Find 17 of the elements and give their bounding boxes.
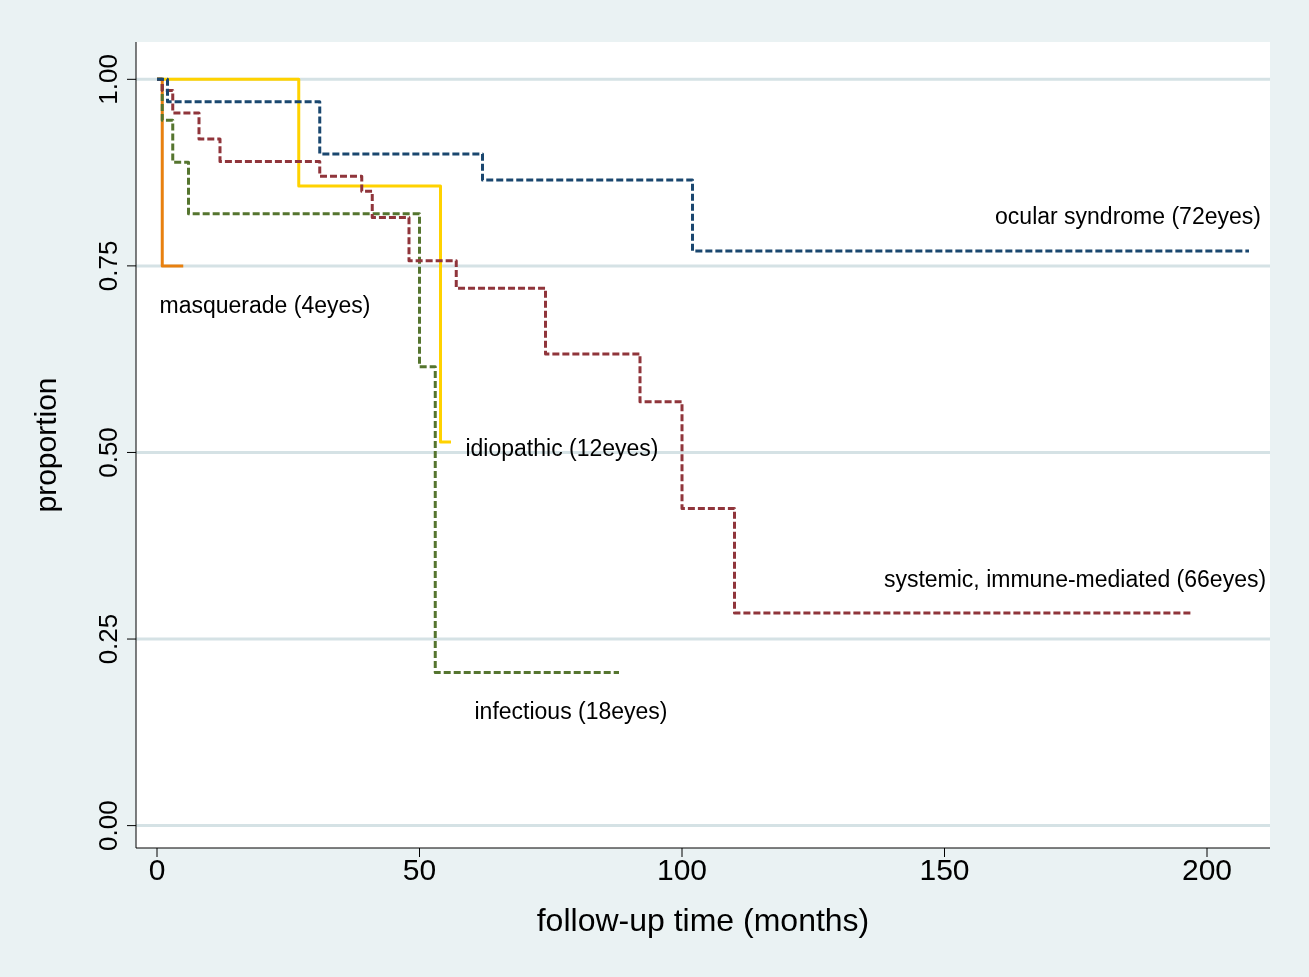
y-axis-title: proportion [28,377,62,513]
x-tick-label: 50 [402,853,437,887]
x-tick-label: 200 [1181,853,1233,887]
y-tick-label: 1.00 [93,54,123,105]
x-tick-label: 150 [919,853,970,887]
x-axis-title: follow-up time (months) [536,901,870,938]
y-tick-label: 0.75 [93,240,123,292]
series-label: idiopathic (12eyes) [465,434,659,462]
x-tick-label: 0 [148,853,166,887]
x-tick-label: 100 [656,853,708,887]
y-tick-label: 0.50 [93,427,123,478]
series-label: ocular syndrome (72eyes) [995,202,1261,230]
series-label: infectious (18eyes) [474,697,668,725]
series-label: systemic, immune-mediated (66eyes) [883,565,1267,593]
y-tick-label: 0.25 [93,613,123,665]
series-label: masquerade (4eyes) [159,291,371,319]
y-tick-label: 0.00 [93,800,123,851]
